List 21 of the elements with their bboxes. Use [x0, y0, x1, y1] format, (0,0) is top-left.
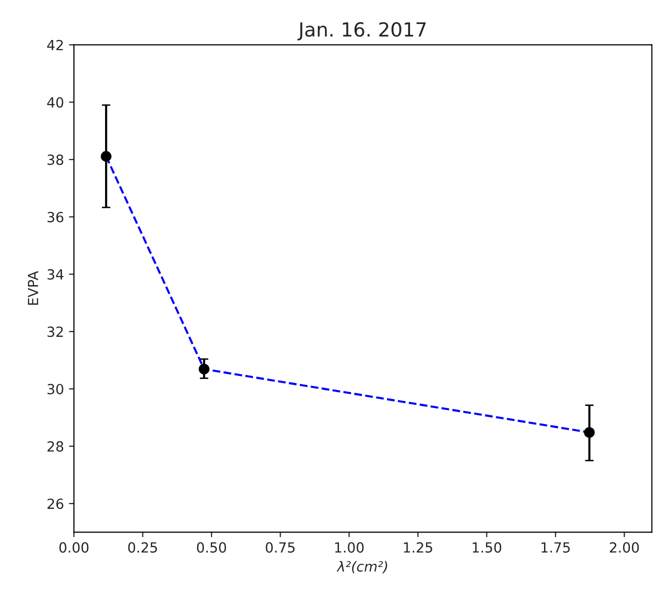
x-tick-label: 1.50: [472, 542, 502, 553]
y-tick-label: 30: [48, 384, 64, 394]
y-tick-label: 42: [47, 40, 63, 50]
y-axis-title: EVPA: [28, 271, 38, 305]
x-tick-label: 1.00: [335, 542, 364, 553]
y-tick-label: 36: [48, 212, 64, 222]
x-tick-label: 0.75: [266, 542, 295, 553]
x-tick-label: 0.25: [128, 542, 157, 553]
x-tick-label: 0.00: [59, 542, 88, 553]
x-tick-label: 2.00: [610, 542, 639, 553]
x-tick-label: 1.75: [542, 542, 570, 553]
y-tick-label: 26: [48, 498, 64, 510]
x-tick-label: 1.25: [404, 542, 432, 553]
y-tick-label: 40: [47, 97, 64, 108]
y-tick-label: 32: [48, 326, 63, 338]
y-tick-label: 38: [48, 154, 64, 165]
x-tick-label: 0.50: [196, 542, 226, 553]
x-axis-title: λ²(cm²): [336, 560, 388, 574]
chart-title: Jan. 16. 2017: [297, 22, 426, 40]
y-tick-label: 34: [48, 269, 64, 280]
y-tick-label: 28: [48, 441, 64, 452]
